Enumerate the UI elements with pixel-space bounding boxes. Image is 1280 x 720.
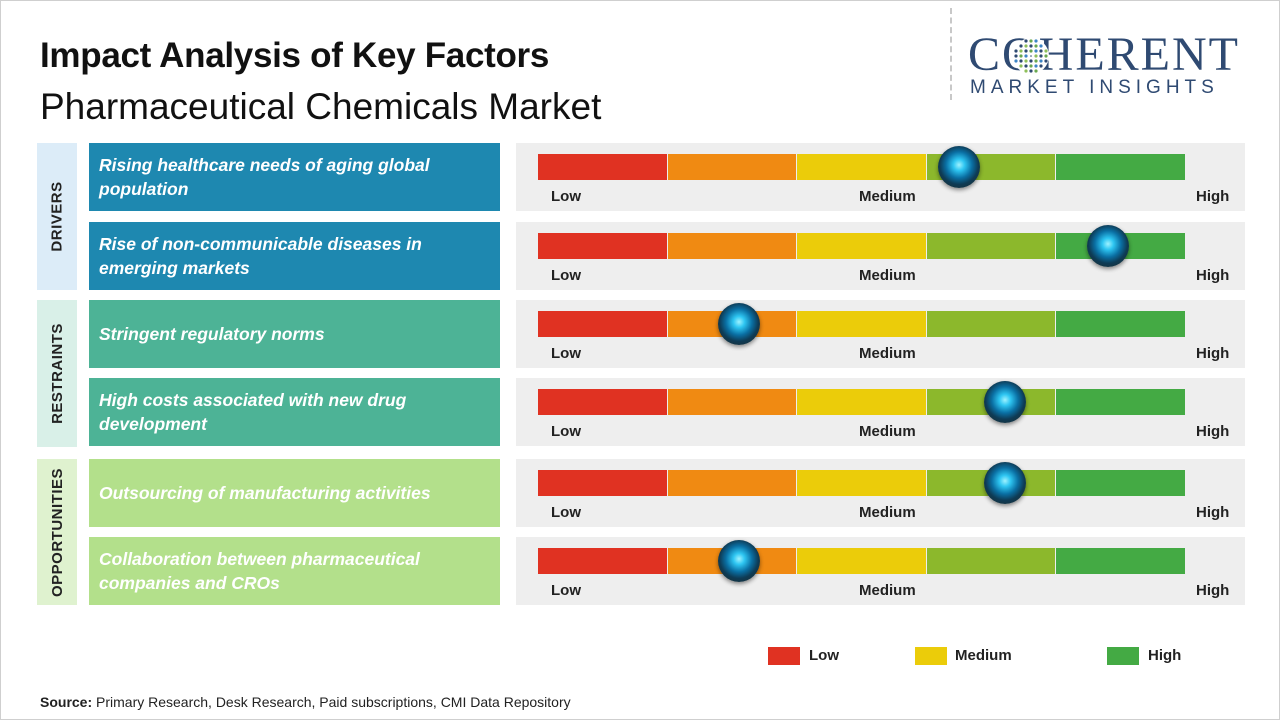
page-subtitle: Pharmaceutical Chemicals Market	[40, 86, 602, 127]
logo-divider	[950, 8, 952, 100]
impact-marker	[983, 381, 1026, 423]
gauge-tick-low: Low	[551, 423, 581, 440]
gauge-segment	[538, 311, 667, 337]
factor-text: Collaboration between pharmaceutical com…	[99, 549, 420, 593]
group-label-restraints: RESTRAINTS	[37, 300, 77, 447]
gauge-tick-low: Low	[551, 267, 581, 284]
gauge-segment	[1056, 470, 1185, 496]
factor-text: Rising healthcare needs of aging global …	[99, 155, 430, 199]
gauge-segment	[797, 548, 926, 574]
factor-box: Outsourcing of manufacturing activities	[89, 459, 500, 527]
impact-marker	[938, 146, 981, 188]
gauge-segment	[538, 548, 667, 574]
gauge-segment	[667, 154, 797, 180]
source-label: Source:	[40, 694, 93, 710]
factor-text: Rise of non-communicable diseases in eme…	[99, 234, 422, 278]
logo-globe-icon	[1013, 38, 1049, 74]
gauge-segment	[797, 470, 926, 496]
gauge-segment	[926, 311, 1056, 337]
source-note: Source: Primary Research, Desk Research,…	[40, 694, 571, 710]
gauge-tick-medium: Medium	[859, 423, 916, 440]
gauge-tick-medium: Medium	[859, 188, 916, 205]
group-label-text: DRIVERS	[48, 181, 66, 252]
gauge-segment	[797, 233, 926, 259]
gauge-tick-medium: Medium	[859, 582, 916, 599]
factor-box: Collaboration between pharmaceutical com…	[89, 537, 500, 605]
gauge-tick-high: High	[1196, 423, 1230, 440]
legend-label-medium: Medium	[955, 647, 1012, 664]
gauge-tick-high: High	[1196, 582, 1230, 599]
gauge-tick-low: Low	[551, 582, 581, 599]
gauge-segment	[1056, 311, 1185, 337]
gauge-segment	[538, 389, 667, 415]
gauge-segment	[538, 154, 667, 180]
logo-tagline: MARKET INSIGHTS	[970, 77, 1219, 98]
group-label-text: RESTRAINTS	[48, 323, 66, 424]
gauge-segment	[538, 233, 667, 259]
factor-box: Rising healthcare needs of aging global …	[89, 143, 500, 211]
gauge-tick-medium: Medium	[859, 267, 916, 284]
gauge-tick-medium: Medium	[859, 345, 916, 362]
logo-wordmark: COHERENT	[968, 28, 1240, 81]
gauge-tick-high: High	[1196, 188, 1230, 205]
gauge-tick-medium: Medium	[859, 504, 916, 521]
gauge-tick-low: Low	[551, 345, 581, 362]
factor-text: High costs associated with new drug deve…	[99, 390, 407, 434]
gauge-segment	[1056, 548, 1185, 574]
factor-text: Stringent regulatory norms	[99, 324, 325, 344]
gauge-segment	[667, 233, 797, 259]
factor-box: Stringent regulatory norms	[89, 300, 500, 368]
legend-label-high: High	[1148, 647, 1182, 664]
page-title: Impact Analysis of Key Factors	[40, 36, 550, 75]
impact-marker	[717, 303, 760, 345]
impact-marker	[983, 462, 1026, 504]
gauge-segment	[926, 233, 1056, 259]
legend-swatch-medium	[915, 647, 947, 665]
factor-box: High costs associated with new drug deve…	[89, 378, 500, 446]
gauge-segment	[926, 548, 1056, 574]
gauge-tick-high: High	[1196, 504, 1230, 521]
coherent-logo: COHERENT MARKET INSIGHTS	[968, 30, 1268, 100]
legend-swatch-low	[768, 647, 800, 665]
gauge-segment	[538, 470, 667, 496]
factor-box: Rise of non-communicable diseases in eme…	[89, 222, 500, 290]
group-label-opportunities: OPPORTUNITIES	[37, 459, 77, 605]
gauge-segment	[797, 154, 926, 180]
impact-marker	[717, 540, 760, 582]
gauge-tick-low: Low	[551, 188, 581, 205]
gauge-segment	[667, 470, 797, 496]
group-label-drivers: DRIVERS	[37, 143, 77, 290]
factor-text: Outsourcing of manufacturing activities	[99, 483, 431, 503]
legend-label-low: Low	[809, 647, 839, 664]
gauge-tick-high: High	[1196, 345, 1230, 362]
source-text: Primary Research, Desk Research, Paid su…	[96, 694, 571, 710]
legend-swatch-high	[1107, 647, 1139, 665]
gauge-segment	[1056, 154, 1185, 180]
gauge-segment	[1056, 389, 1185, 415]
gauge-tick-low: Low	[551, 504, 581, 521]
gauge-segment	[667, 389, 797, 415]
gauge-segment	[797, 389, 926, 415]
impact-marker	[1087, 225, 1130, 267]
group-label-text: OPPORTUNITIES	[48, 467, 66, 597]
gauge-segment	[797, 311, 926, 337]
gauge-tick-high: High	[1196, 267, 1230, 284]
